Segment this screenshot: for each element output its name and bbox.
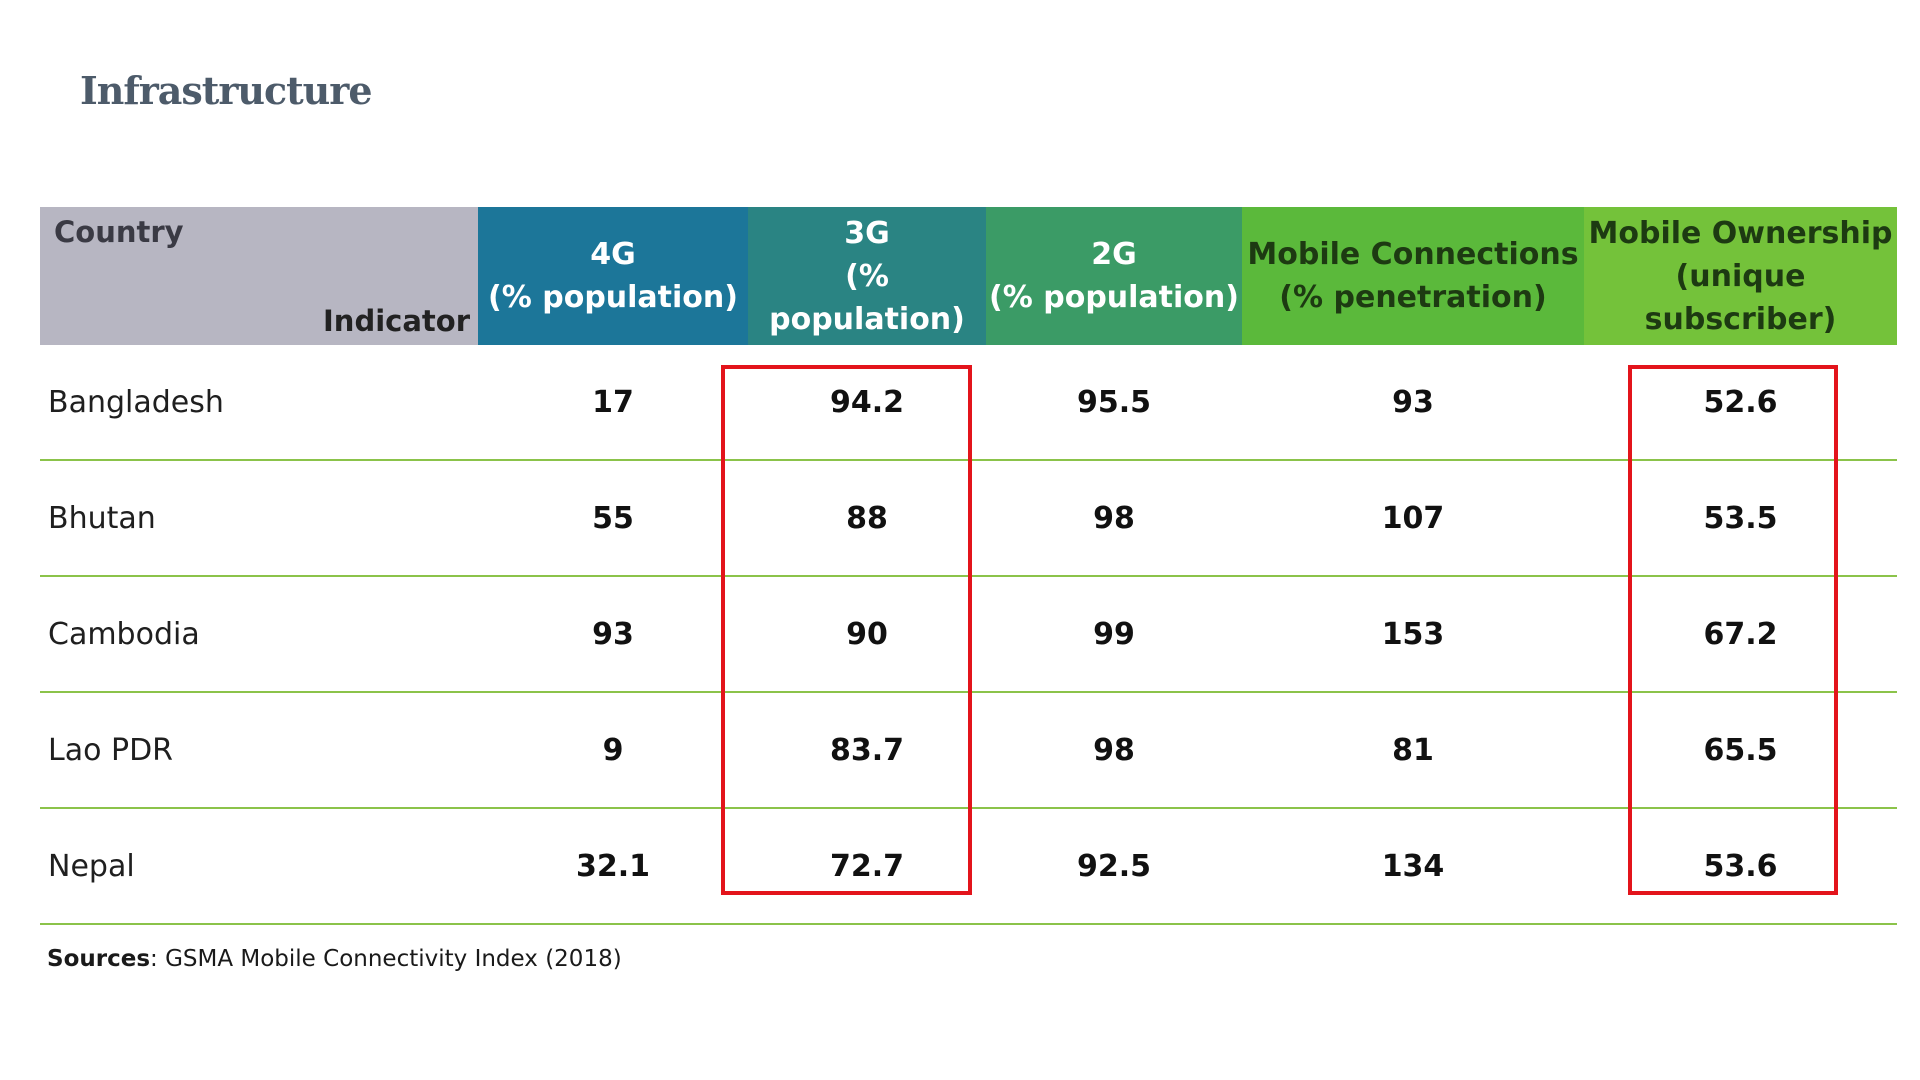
- value-mobile-connections: 134: [1242, 808, 1584, 925]
- value-2g: 98: [986, 692, 1242, 809]
- country-cell: Cambodia: [40, 576, 478, 693]
- value-mobile-ownership: 65.5: [1584, 692, 1897, 809]
- country-cell: Bhutan: [40, 460, 478, 577]
- header-mobile-ownership: Mobile Ownership (unique subscriber): [1584, 207, 1897, 345]
- value-mobile-ownership: 52.6: [1584, 345, 1897, 461]
- sources-text: : GSMA Mobile Connectivity Index (2018): [150, 946, 622, 972]
- header-4g-unit: (% population): [488, 280, 738, 315]
- value-2g: 99: [986, 576, 1242, 693]
- sources-label: Sources: [47, 946, 151, 972]
- header-mobile-connections-title: Mobile Connections: [1247, 237, 1579, 272]
- value-4g: 17: [478, 345, 748, 461]
- value-3g: 88: [748, 460, 986, 577]
- highlight-box-mobile-ownership-column: [1628, 365, 1838, 895]
- table-row: Bangladesh 17 94.2 95.5 93 52.6: [40, 345, 1897, 461]
- table-row: Lao PDR 9 83.7 98 81 65.5: [40, 692, 1897, 809]
- country-cell: Lao PDR: [40, 692, 478, 809]
- table-row: Nepal 32.1 72.7 92.5 134 53.6: [40, 808, 1897, 925]
- value-mobile-connections: 93: [1242, 345, 1584, 461]
- header-mobile-connections: Mobile Connections (% penetration): [1242, 207, 1584, 345]
- header-4g-title: 4G: [590, 237, 636, 272]
- value-mobile-connections: 153: [1242, 576, 1584, 693]
- value-3g: 72.7: [748, 808, 986, 925]
- value-3g: 90: [748, 576, 986, 693]
- table-row: Cambodia 93 90 99 153 67.2: [40, 576, 1897, 693]
- sources-note: Sources: GSMA Mobile Connectivity Index …: [47, 946, 622, 972]
- value-3g: 94.2: [748, 345, 986, 461]
- header-2g-title: 2G: [1091, 237, 1137, 272]
- infrastructure-table-container: Country Indicator 4G (% population) 3G (…: [40, 207, 1897, 925]
- country-cell: Bangladesh: [40, 345, 478, 461]
- country-cell: Nepal: [40, 808, 478, 925]
- header-mobile-ownership-title: Mobile Ownership: [1588, 215, 1893, 251]
- header-2g: 2G (% population): [986, 207, 1242, 345]
- value-2g: 95.5: [986, 345, 1242, 461]
- header-2g-unit: (% population): [989, 280, 1239, 315]
- value-4g: 9: [478, 692, 748, 809]
- header-3g-title: 3G: [844, 215, 890, 251]
- value-4g: 32.1: [478, 808, 748, 925]
- header-mobile-ownership-unit: (unique subscriber): [1644, 258, 1837, 337]
- infrastructure-table: Country Indicator 4G (% population) 3G (…: [40, 207, 1897, 925]
- header-4g: 4G (% population): [478, 207, 748, 345]
- header-mobile-connections-unit: (% penetration): [1279, 280, 1547, 315]
- header-country-label: Country: [54, 215, 184, 249]
- header-dimension-cell: Country Indicator: [40, 207, 478, 345]
- header-3g-unit: (% population): [769, 258, 965, 337]
- page-title: Infrastructure: [80, 68, 373, 113]
- value-mobile-connections: 81: [1242, 692, 1584, 809]
- value-mobile-ownership: 67.2: [1584, 576, 1897, 693]
- highlight-box-3g-column: [721, 365, 972, 895]
- value-mobile-connections: 107: [1242, 460, 1584, 577]
- value-mobile-ownership: 53.6: [1584, 808, 1897, 925]
- table-header-row: Country Indicator 4G (% population) 3G (…: [40, 207, 1897, 345]
- value-3g: 83.7: [748, 692, 986, 809]
- value-4g: 55: [478, 460, 748, 577]
- table-row: Bhutan 55 88 98 107 53.5: [40, 460, 1897, 577]
- value-2g: 98: [986, 460, 1242, 577]
- value-mobile-ownership: 53.5: [1584, 460, 1897, 577]
- header-indicator-label: Indicator: [323, 304, 470, 339]
- header-3g: 3G (% population): [748, 207, 986, 345]
- value-2g: 92.5: [986, 808, 1242, 925]
- value-4g: 93: [478, 576, 748, 693]
